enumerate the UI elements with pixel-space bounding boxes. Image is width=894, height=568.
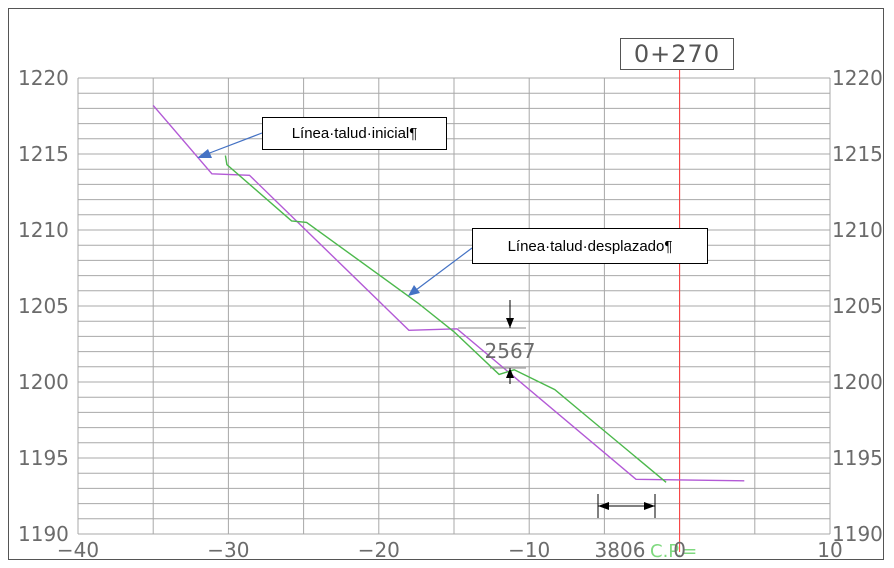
y-tick-label-right: 1190 <box>832 522 883 546</box>
y-tick-label-left: 1195 <box>18 446 69 470</box>
callout-initial-slope: Línea·talud·inicial¶ <box>262 117 447 150</box>
y-tick-label-left: 1215 <box>18 142 69 166</box>
arrow-initial-head <box>197 149 212 158</box>
dim-vertical-value: 2567 <box>485 339 536 363</box>
series-group <box>152 104 745 483</box>
y-tick-label-right: 1210 <box>832 218 883 242</box>
x-tick-label: −40 <box>57 538 99 562</box>
dim-arrowhead-down <box>506 318 514 328</box>
series-line-initial <box>152 104 745 482</box>
y-tick-label-left: 1205 <box>18 294 69 318</box>
x-tick-label: 10 <box>817 538 842 562</box>
y-tick-label-right: 1200 <box>832 370 883 394</box>
dim-arrowhead-left <box>598 502 609 510</box>
grid <box>77 77 831 535</box>
series-line-shifted <box>224 155 667 483</box>
tick-labels: 1190 1190 1195 1195 1200 1200 1205 1205 1210 1210… <box>18 66 883 562</box>
station-label: 0+270 <box>620 38 734 70</box>
x-tick-label: −30 <box>207 538 249 562</box>
arrow-shifted-line <box>415 247 473 291</box>
y-tick-label-left: 1190 <box>18 522 69 546</box>
y-tick-label-right: 1205 <box>832 294 883 318</box>
dim-arrowhead-up <box>506 368 514 378</box>
x-tick-label: −20 <box>358 538 400 562</box>
cp-label: C.P.= <box>650 541 697 562</box>
arrow-shifted-head <box>408 285 420 296</box>
y-tick-label-left: 1220 <box>18 66 69 90</box>
dim-arrowhead-right <box>644 502 655 510</box>
x-tick-label: −10 <box>508 538 550 562</box>
y-tick-label-right: 1195 <box>832 446 883 470</box>
figure-frame <box>8 8 884 560</box>
dimension-group: 2567 3806 C.P.= <box>458 300 697 562</box>
dim-horizontal-value: 3806 <box>595 538 646 562</box>
y-tick-label-left: 1200 <box>18 370 69 394</box>
y-tick-label-right: 1215 <box>832 142 883 166</box>
x-tick-label: 0 <box>673 538 686 562</box>
y-tick-label-left: 1210 <box>18 218 69 242</box>
arrow-initial-line <box>206 132 263 155</box>
callout-arrows <box>197 132 473 296</box>
y-tick-label-right: 1220 <box>832 66 883 90</box>
callout-shifted-slope: Línea·talud·desplazado¶ <box>472 228 708 264</box>
